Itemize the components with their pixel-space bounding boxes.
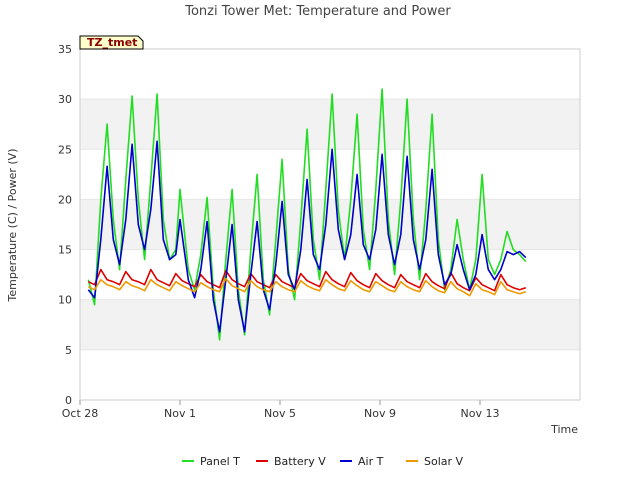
y-tick-label: 25 [58,143,72,156]
y-tick-label: 5 [65,344,72,357]
grid-band [80,299,580,350]
legend-label-solar-v: Solar V [424,455,464,468]
legend-label-panel-t: Panel T [200,455,240,468]
series-line-battery-v [87,268,527,292]
chart-title: Tonzi Tower Met: Temperature and Power [184,4,451,19]
y-tick-label: 35 [58,43,72,56]
y-tick-label: 20 [58,193,72,206]
y-tick-label: 0 [65,394,72,407]
x-tick-label: Oct 28 [62,407,99,420]
x-tick-label: Nov 9 [364,407,396,420]
grid-bands [80,48,580,401]
y-tick-label: 30 [58,93,72,106]
legend: Panel T Battery V Air T Solar V [182,455,464,468]
site-badge: TZ_tmet [79,35,144,50]
y-axis-title: Temperature (C) / Power (V) [6,148,19,302]
plot-frame [79,48,581,401]
series-line-panel-t [87,88,527,341]
series-line-air-t [87,140,527,333]
x-axis-ticks: Oct 28 Nov 1 Nov 5 Nov 9 Nov 13 [62,400,500,420]
x-tick-label: Nov 1 [164,407,196,420]
y-tick-label: 10 [58,294,72,307]
series-layer [87,88,527,341]
legend-label-battery-v: Battery V [274,455,326,468]
y-axis-ticks: 0 5 10 15 20 25 30 35 [58,43,72,407]
x-tick-label: Nov 5 [264,407,296,420]
site-badge-box [79,35,144,50]
legend-label-air-t: Air T [358,455,384,468]
series-line-solar-v [87,277,527,297]
y-tick-label: 15 [58,244,72,257]
x-axis-title: Time [550,423,578,436]
site-badge-label: TZ_tmet [87,36,137,49]
x-tick-label: Nov 13 [461,407,500,420]
